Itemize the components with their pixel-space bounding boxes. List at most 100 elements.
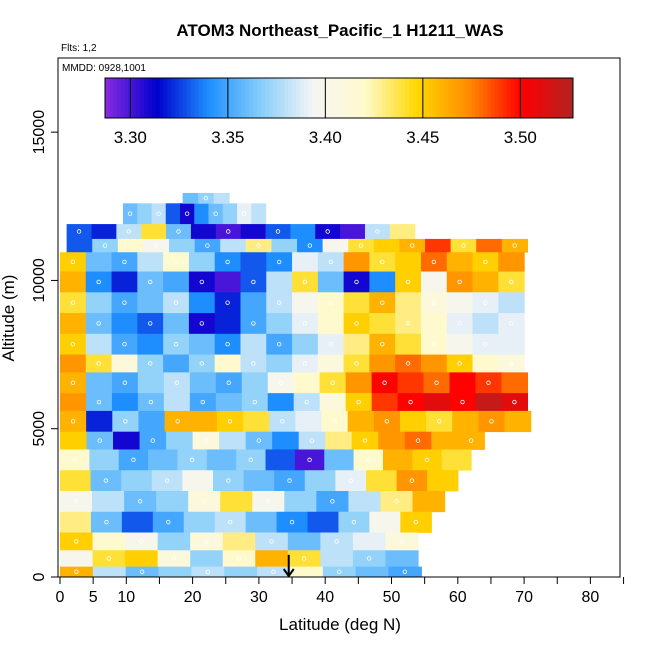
sample-marker xyxy=(227,419,233,424)
heat-cell xyxy=(369,333,396,355)
sample-marker xyxy=(199,321,205,326)
sample-marker xyxy=(405,361,411,366)
sample-marker xyxy=(461,243,466,248)
sample-marker xyxy=(122,341,127,347)
heat-cell xyxy=(188,292,216,314)
heat-cell xyxy=(504,410,532,433)
sample-marker xyxy=(330,380,335,385)
sample-markers xyxy=(70,195,517,575)
sample-marker xyxy=(301,556,307,561)
heat-cell xyxy=(214,271,242,293)
heat-cell xyxy=(371,393,399,412)
heat-cell xyxy=(498,271,525,293)
heat-cell xyxy=(343,354,370,373)
heat-cell xyxy=(222,532,256,551)
colorbar-segment xyxy=(268,78,274,118)
colorbar-segment xyxy=(436,78,441,118)
heat-cell xyxy=(137,372,165,394)
sample-marker xyxy=(226,478,231,483)
heat-cell xyxy=(446,333,474,355)
heat-cell xyxy=(343,292,370,314)
colorbar: 3.30 3.35 3.40 3.45 3.50 xyxy=(104,77,574,147)
sample-marker xyxy=(437,419,442,424)
heat-cell xyxy=(163,252,190,272)
colorbar-segment xyxy=(245,78,250,118)
heat-cell xyxy=(60,490,93,513)
heat-cell xyxy=(297,238,324,253)
colorbar-segment xyxy=(479,78,484,118)
heat-cell xyxy=(141,224,167,240)
heat-cell xyxy=(125,566,160,578)
colorbar-segment xyxy=(147,78,153,118)
flights-label: Flts: 1,2 xyxy=(61,43,97,54)
colorbar-segment xyxy=(475,78,480,118)
heat-cell xyxy=(214,313,242,335)
colorbar-segment xyxy=(190,78,196,118)
sample-marker xyxy=(236,556,242,561)
sample-marker xyxy=(334,539,339,544)
colorbar-segment xyxy=(506,78,512,118)
colorbar-segment xyxy=(218,78,223,118)
colorbar-segment xyxy=(253,78,258,118)
sample-marker xyxy=(96,279,101,285)
heat-cell xyxy=(475,372,503,394)
colorbar-segment xyxy=(233,78,239,118)
sample-marker xyxy=(457,279,462,285)
heat-cell xyxy=(498,333,525,355)
heat-cell xyxy=(89,449,120,471)
heat-cell xyxy=(369,292,396,314)
heat-cell xyxy=(92,566,127,578)
colorbar-segment xyxy=(105,78,110,118)
heat-cell xyxy=(251,203,267,225)
heat-cell xyxy=(317,271,345,293)
sample-marker xyxy=(148,361,153,366)
heat-cell xyxy=(85,372,113,394)
colorbar-segment xyxy=(378,78,383,118)
heat-cell xyxy=(60,252,87,272)
heat-cell xyxy=(85,313,113,335)
heat-cell xyxy=(85,393,113,412)
heat-cell xyxy=(345,393,373,412)
heat-cell xyxy=(457,431,485,450)
colorbar-segment xyxy=(346,78,352,118)
colorbar-segment xyxy=(171,78,176,118)
sample-marker xyxy=(241,211,247,216)
heat-cell xyxy=(60,333,87,355)
heat-cell xyxy=(60,449,90,471)
sample-marker xyxy=(431,300,437,305)
colorbar-segment xyxy=(311,78,317,118)
heat-cell xyxy=(158,566,192,578)
sample-marker xyxy=(156,211,161,216)
colorbar-segment xyxy=(229,78,235,118)
heat-cell xyxy=(116,224,142,240)
heat-cell xyxy=(194,203,210,225)
heat-cell xyxy=(111,313,138,335)
heat-cell xyxy=(294,449,325,471)
heat-cell xyxy=(378,431,406,450)
colorbar-segment xyxy=(350,78,356,118)
heat-cell xyxy=(343,271,370,293)
sample-marker xyxy=(276,341,282,347)
sample-marker xyxy=(337,569,342,575)
heat-cell xyxy=(265,224,291,240)
y-tick-label: 5000 xyxy=(31,411,48,447)
heat-cell xyxy=(85,271,113,293)
colorbar-segment xyxy=(132,78,137,118)
heat-cell xyxy=(243,470,275,492)
heat-cell xyxy=(60,372,87,394)
heat-cell xyxy=(380,490,414,513)
colorbar-segment xyxy=(319,78,324,118)
heat-cell xyxy=(324,449,355,471)
heat-cell xyxy=(478,410,506,433)
heat-cell xyxy=(287,550,321,568)
heat-cell xyxy=(222,203,238,225)
heat-cell xyxy=(60,393,87,412)
sample-marker xyxy=(512,399,517,405)
heat-cell xyxy=(397,372,425,394)
heat-cell xyxy=(190,410,218,433)
heat-cell xyxy=(266,271,293,293)
colorbar-tick-label: 3.30 xyxy=(114,128,147,147)
heat-cell xyxy=(397,393,425,412)
sample-marker xyxy=(70,300,76,305)
heat-cell xyxy=(111,333,138,355)
